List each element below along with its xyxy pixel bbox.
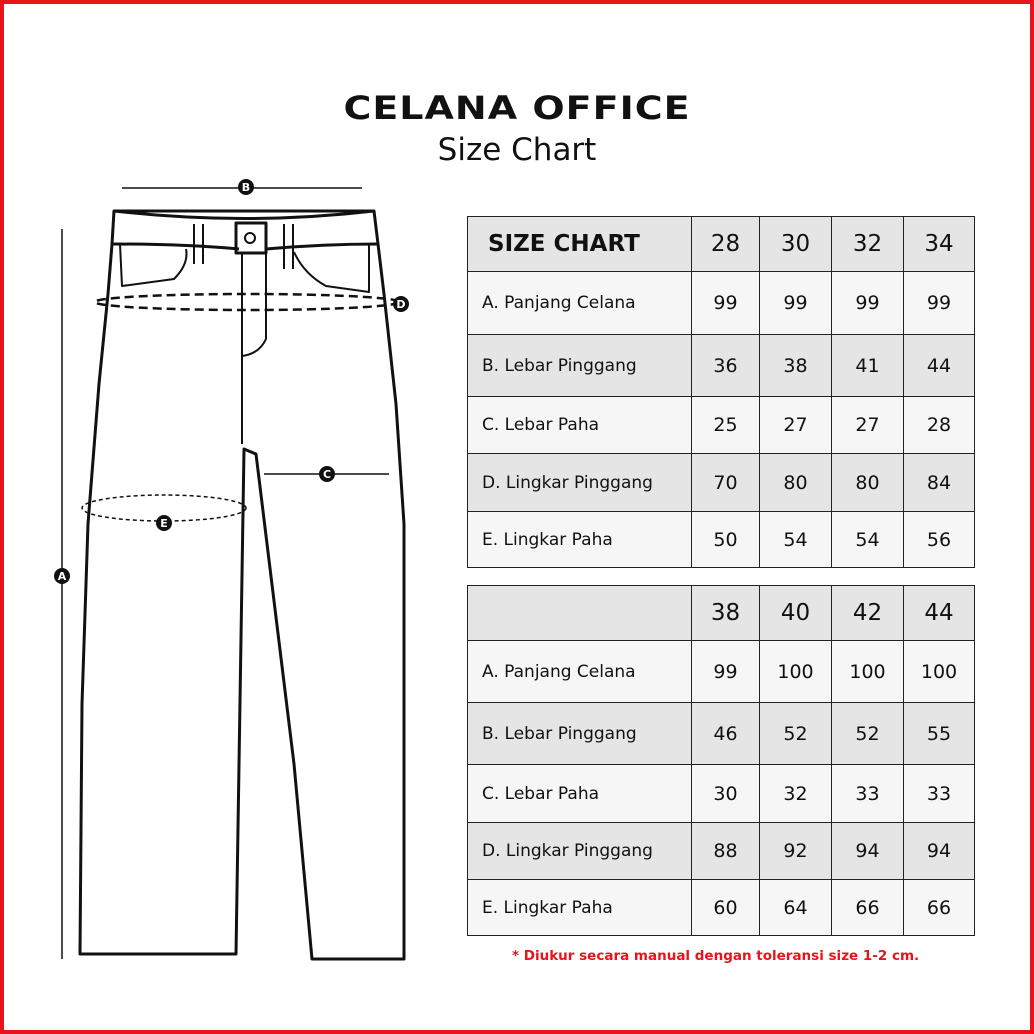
table-row: D. Lingkar Pinggang 88 92 94 94	[467, 822, 975, 880]
header-cell: 44	[903, 585, 975, 641]
cell: 60	[691, 879, 760, 936]
cell: 99	[691, 271, 760, 335]
label-b: B	[242, 181, 250, 194]
row-label: D. Lingkar Pinggang	[467, 822, 692, 880]
row-label: D. Lingkar Pinggang	[467, 453, 692, 512]
cell: 56	[903, 511, 975, 568]
table-row: C. Lebar Paha 25 27 27 28	[467, 396, 975, 454]
label-c: C	[323, 468, 331, 481]
cell: 27	[831, 396, 904, 454]
table-header-row: 38 40 42 44	[467, 585, 975, 641]
cell: 100	[831, 640, 904, 703]
row-label: E. Lingkar Paha	[467, 879, 692, 936]
cell: 32	[759, 764, 832, 823]
cell: 92	[759, 822, 832, 880]
cell: 100	[759, 640, 832, 703]
cell: 64	[759, 879, 832, 936]
row-label: A. Panjang Celana	[467, 640, 692, 703]
cell: 88	[691, 822, 760, 880]
label-a: A	[58, 570, 67, 583]
size-table-2: 38 40 42 44 A. Panjang Celana 99 100 100 10…	[467, 585, 975, 936]
table-row: E. Lingkar Paha 60 64 66 66	[467, 879, 975, 936]
size-table-1: SIZE CHART 28 30 32 34 A. Panjang Celana…	[467, 216, 975, 568]
page-title: CELANA OFFICE	[343, 89, 691, 127]
label-e: E	[160, 517, 168, 530]
cell: 99	[691, 640, 760, 703]
cell: 54	[759, 511, 832, 568]
header-cell: SIZE CHART	[467, 216, 692, 272]
cell: 94	[831, 822, 904, 880]
cell: 99	[831, 271, 904, 335]
cell: 36	[691, 334, 760, 397]
cell: 28	[903, 396, 975, 454]
table-row: E. Lingkar Paha 50 54 54 56	[467, 511, 975, 568]
fly	[241, 254, 267, 444]
cell: 44	[903, 334, 975, 397]
cell: 46	[691, 702, 760, 765]
pants-diagram: B A C D E	[54, 179, 409, 961]
cell: 38	[759, 334, 832, 397]
cell: 66	[831, 879, 904, 936]
header-cell: 38	[691, 585, 760, 641]
row-label: B. Lebar Pinggang	[467, 702, 692, 765]
cell: 33	[903, 764, 975, 823]
waistband	[111, 209, 379, 251]
header-cell: 40	[759, 585, 832, 641]
right-pocket	[293, 244, 370, 293]
row-label: C. Lebar Paha	[467, 396, 692, 454]
cell: 55	[903, 702, 975, 765]
header-cell: 42	[831, 585, 904, 641]
header-cell	[467, 585, 692, 641]
page-subtitle: Size Chart	[437, 132, 597, 168]
header-cell: 34	[903, 216, 975, 272]
table-header-row: SIZE CHART 28 30 32 34	[467, 216, 975, 272]
fly-tab	[234, 221, 268, 255]
cell: 70	[691, 453, 760, 512]
cell: 100	[903, 640, 975, 703]
cell: 94	[903, 822, 975, 880]
cell: 33	[831, 764, 904, 823]
header-cell: 28	[691, 216, 760, 272]
cell: 27	[759, 396, 832, 454]
table-row: B. Lebar Pinggang 46 52 52 55	[467, 702, 975, 765]
row-label: E. Lingkar Paha	[467, 511, 692, 568]
cell: 41	[831, 334, 904, 397]
cell: 54	[831, 511, 904, 568]
cell: 80	[831, 453, 904, 512]
cell: 30	[691, 764, 760, 823]
table-row: A. Panjang Celana 99 99 99 99	[467, 271, 975, 335]
header-cell: 30	[759, 216, 832, 272]
cell: 84	[903, 453, 975, 512]
belt-loops	[193, 224, 294, 269]
tolerance-note: * Diukur secara manual dengan toleransi …	[512, 948, 920, 964]
cell: 25	[691, 396, 760, 454]
header-cell: 32	[831, 216, 904, 272]
pants-outline	[78, 209, 406, 961]
button-icon	[244, 232, 256, 244]
cell: 99	[759, 271, 832, 335]
table-row: A. Panjang Celana 99 100 100 100	[467, 640, 975, 703]
row-label: A. Panjang Celana	[467, 271, 692, 335]
cell: 99	[903, 271, 975, 335]
table-row: B. Lebar Pinggang 36 38 41 44	[467, 334, 975, 397]
cell: 50	[691, 511, 760, 568]
cell: 52	[759, 702, 832, 765]
label-d: D	[396, 298, 405, 311]
row-label: C. Lebar Paha	[467, 764, 692, 823]
table-row: C. Lebar Paha 30 32 33 33	[467, 764, 975, 823]
left-pocket	[119, 243, 188, 287]
table-row: D. Lingkar Pinggang 70 80 80 84	[467, 453, 975, 512]
cell: 52	[831, 702, 904, 765]
cell: 80	[759, 453, 832, 512]
cell: 66	[903, 879, 975, 936]
row-label: B. Lebar Pinggang	[467, 334, 692, 397]
